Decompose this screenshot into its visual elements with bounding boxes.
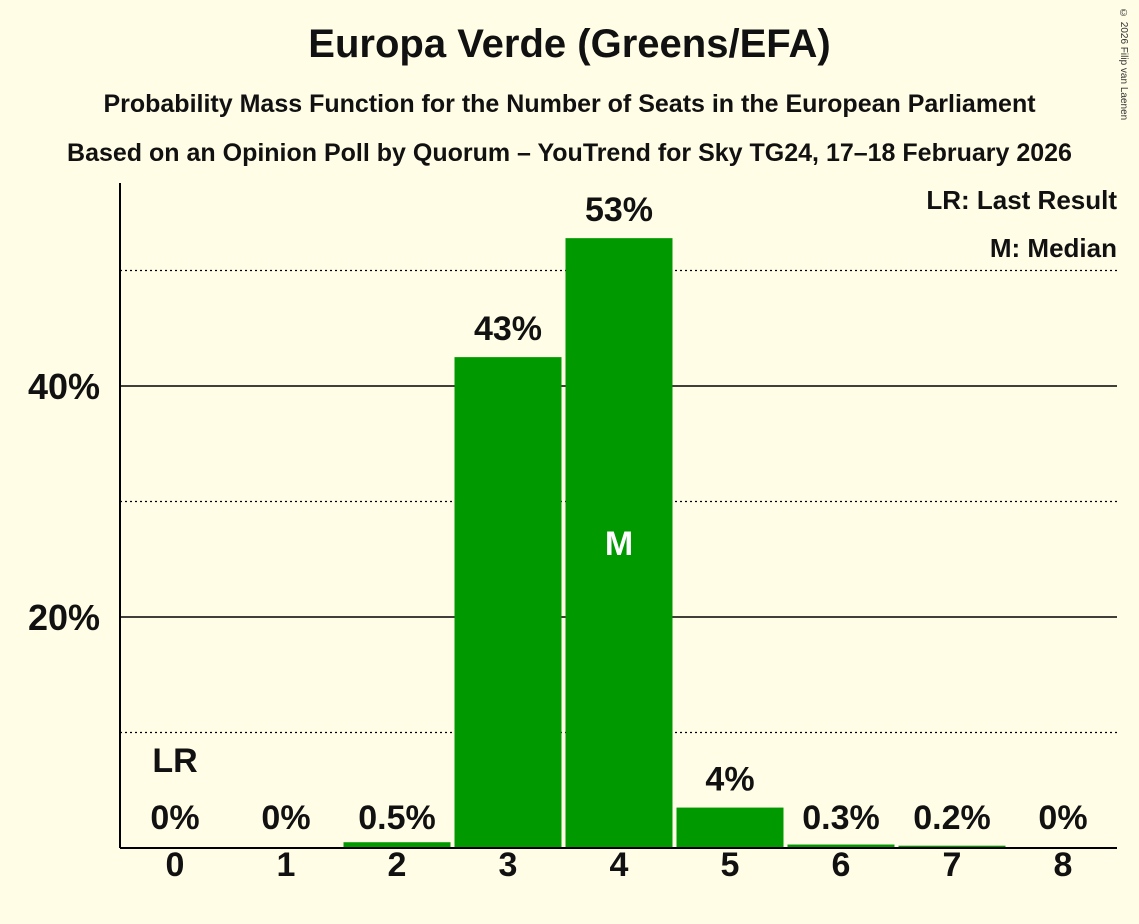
bar-value-label: 0% — [261, 799, 310, 837]
bar-value-label: 0.3% — [802, 799, 880, 837]
bar-value-label: 43% — [474, 310, 542, 348]
x-tick-label: 2 — [388, 846, 407, 884]
bar-value-label: 53% — [585, 191, 653, 229]
bar — [454, 357, 562, 848]
x-tick-label: 8 — [1054, 846, 1073, 884]
chart-source-subtitle: Based on an Opinion Poll by Quorum – You… — [67, 139, 1072, 167]
bar-value-label: 0% — [1038, 799, 1087, 837]
x-tick-label: 0 — [166, 846, 185, 884]
chart-subtitle: Probability Mass Function for the Number… — [103, 90, 1036, 118]
last-result-marker: LR — [152, 742, 197, 780]
x-tick-label: 1 — [277, 846, 296, 884]
copyright-note: © 2026 Filip van Laenen — [1118, 8, 1129, 121]
chart-title: Europa Verde (Greens/EFA) — [308, 22, 831, 66]
y-tick-label: 20% — [28, 597, 100, 638]
bar-value-label: 4% — [705, 761, 754, 799]
x-tick-label: 7 — [943, 846, 962, 884]
bar — [898, 845, 1006, 848]
x-tick-label: 3 — [499, 846, 518, 884]
x-tick-label: 6 — [832, 846, 851, 884]
bar — [343, 842, 451, 848]
bar — [787, 844, 895, 848]
bar — [676, 807, 784, 848]
bar-value-label: 0% — [150, 799, 199, 837]
bar-value-label: 0.5% — [358, 799, 436, 837]
x-tick-label: 5 — [721, 846, 740, 884]
y-tick-label: 40% — [28, 366, 100, 407]
legend-last-result: LR: Last Result — [926, 185, 1117, 215]
x-tick-label: 4 — [610, 846, 629, 884]
legend-median: M: Median — [990, 233, 1117, 263]
bar-value-label: 0.2% — [913, 799, 991, 837]
median-marker: M — [605, 525, 633, 563]
bar — [565, 238, 673, 848]
